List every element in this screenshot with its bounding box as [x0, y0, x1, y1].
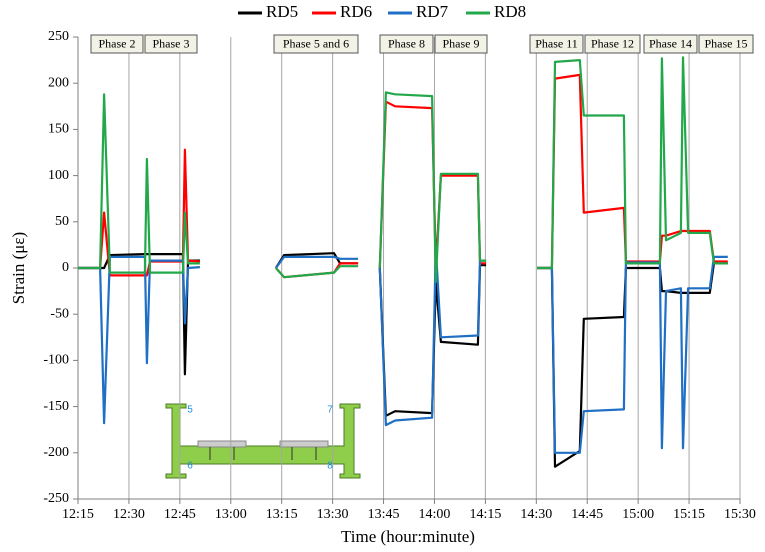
x-tick-label: 14:00 [419, 507, 451, 522]
y-tick-label: -150 [43, 399, 69, 414]
phase-label: Phase 9 [443, 36, 480, 50]
phase-label: Phase 2 [99, 36, 136, 50]
x-tick-label: 14:45 [571, 507, 603, 522]
y-tick-label: 100 [48, 168, 69, 183]
phase-box [584, 34, 641, 54]
phase-box [643, 34, 698, 54]
y-tick-label: -50 [50, 306, 69, 321]
phase-label: Phase 14 [649, 36, 692, 50]
y-tick-label: 250 [48, 29, 69, 44]
x-tick-label: 15:30 [724, 507, 756, 522]
y-tick-label: -250 [43, 491, 69, 506]
phase-label: Phase 11 [535, 36, 578, 50]
y-tick-label: 0 [62, 260, 69, 275]
x-tick-label: 13:15 [266, 507, 298, 522]
plate [279, 440, 329, 448]
legend-label: RD7 [416, 2, 449, 21]
y-axis-title: Strain (με) [9, 232, 28, 304]
phase-box [379, 34, 434, 54]
phase-box [529, 34, 584, 54]
legend-label: RD5 [266, 2, 298, 21]
y-tick-label: -100 [43, 353, 69, 368]
phase-label: Phase 15 [705, 36, 748, 50]
plate [197, 440, 247, 448]
series-line [78, 246, 728, 454]
phase-box [273, 34, 359, 54]
gauge-label: 5 [187, 405, 193, 416]
y-tick-label: -200 [43, 445, 69, 460]
gauge-label: 6 [187, 461, 193, 472]
x-tick-label: 13:00 [215, 507, 247, 522]
phase-box [144, 34, 198, 54]
series-line [78, 73, 728, 279]
x-tick-label: 14:15 [469, 507, 501, 522]
phase-box [434, 34, 488, 54]
x-tick-label: 12:30 [113, 507, 145, 522]
x-tick-label: 12:45 [164, 507, 196, 522]
phase-label: Phase 12 [591, 36, 634, 50]
gauge-label: 7 [327, 405, 333, 416]
phase-label: Phase 3 [153, 36, 190, 50]
inset-diagram [165, 403, 361, 479]
legend-label: RD6 [340, 2, 372, 21]
series-line [78, 252, 728, 468]
x-axis-title: Time (hour:minute) [341, 527, 475, 546]
y-tick-label: 50 [55, 214, 69, 229]
legend-label: RD8 [494, 2, 526, 21]
series-line [78, 56, 728, 283]
y-tick-label: 150 [48, 122, 69, 137]
x-tick-label: 13:30 [317, 507, 349, 522]
y-tick-label: 200 [48, 75, 69, 90]
gauge-label: 8 [327, 461, 333, 472]
rods [209, 447, 317, 460]
x-tick-label: 15:00 [622, 507, 654, 522]
phase-box [90, 34, 144, 54]
x-tick-label: 13:45 [368, 507, 400, 522]
phase-label: Phase 5 and 6 [283, 36, 349, 50]
phase-label: Phase 8 [388, 36, 425, 50]
x-tick-label: 14:30 [520, 507, 552, 522]
x-tick-label: 15:15 [673, 507, 705, 522]
x-tick-label: 12:15 [62, 507, 94, 522]
phase-box [698, 34, 754, 54]
